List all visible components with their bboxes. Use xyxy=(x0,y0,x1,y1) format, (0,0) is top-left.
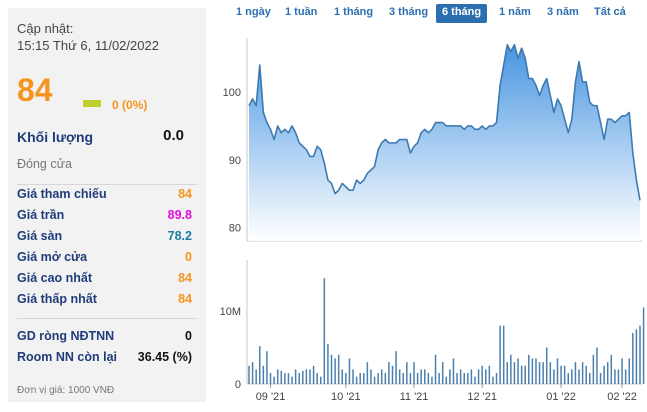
divider xyxy=(17,318,197,319)
tab-6-months[interactable]: 6 tháng xyxy=(436,4,488,23)
row-low-price: Giá thấp nhất 84 xyxy=(17,292,192,310)
row-value: 0 xyxy=(185,250,192,264)
price-tick-label: 100 xyxy=(223,87,241,99)
price-volume-chart: 80 90 100 0 10M 09 '21 10 '21 11 '21 12 '21 01 … xyxy=(220,38,645,403)
row-foreign-net: GD ròng NĐTNN 0 xyxy=(17,329,192,347)
row-label: Room NN còn lại xyxy=(17,350,118,364)
row-label: Giá tham chiếu xyxy=(17,187,107,201)
price-change: 0 (0%) xyxy=(112,98,148,112)
x-axis: 09 '21 10 '21 11 '21 12 '21 01 '22 02 '22 xyxy=(256,384,637,403)
row-label: Giá sàn xyxy=(17,229,63,243)
x-tick-label: 02 '22 xyxy=(607,391,637,403)
x-tick-label: 10 '21 xyxy=(331,391,361,403)
row-ceiling-price: Giá trần 89.8 xyxy=(17,208,192,226)
price-tick-label: 90 xyxy=(229,155,241,167)
row-foreign-room: Room NN còn lại 36.45 (%) xyxy=(17,350,192,368)
tab-1-month[interactable]: 1 tháng xyxy=(334,6,374,18)
market-status: Đóng cửa xyxy=(17,157,72,171)
change-bar-icon xyxy=(83,100,101,107)
divider xyxy=(17,184,197,185)
row-reference-price: Giá tham chiếu 84 xyxy=(17,187,192,205)
price-unit-note: Đơn vị giá: 1000 VNĐ xyxy=(17,385,115,396)
volume-tick-label: 10M xyxy=(220,306,241,318)
x-tick-label: 12 '21 xyxy=(467,391,497,403)
price-area xyxy=(249,44,640,241)
row-high-price: Giá cao nhất 84 xyxy=(17,271,192,289)
row-label: Giá trần xyxy=(17,208,65,222)
row-value: 84 xyxy=(178,292,192,306)
row-open-price: Giá mở cửa 0 xyxy=(17,250,192,268)
x-tick-label: 01 '22 xyxy=(546,391,576,403)
x-tick-label: 09 '21 xyxy=(256,391,286,403)
volume-label: Khối lượng xyxy=(17,129,94,145)
row-label: Giá cao nhất xyxy=(17,271,93,285)
current-price: 84 xyxy=(17,72,53,108)
price-panel: 80 90 100 xyxy=(223,38,642,242)
x-tick-label: 11 '21 xyxy=(400,391,429,403)
row-value: 36.45 (%) xyxy=(137,350,192,364)
tab-1-week[interactable]: 1 tuần xyxy=(285,6,318,18)
row-value: 84 xyxy=(178,187,192,201)
price-tick-label: 80 xyxy=(229,222,241,234)
row-label: Giá mở cửa xyxy=(17,250,88,264)
tab-1-year[interactable]: 1 năm xyxy=(499,6,531,18)
row-value: 84 xyxy=(178,271,192,285)
tab-3-years[interactable]: 3 năm xyxy=(547,6,579,18)
stock-info-panel: Cập nhật: 15:15 Thứ 6, 11/02/2022 84 0 (… xyxy=(8,8,206,402)
update-label: Cập nhật: xyxy=(17,21,74,36)
volume-tick-label: 0 xyxy=(235,379,241,391)
row-value: 0 xyxy=(185,329,192,343)
tab-1-day[interactable]: 1 ngày xyxy=(236,6,271,18)
volume-panel: 0 10M xyxy=(220,260,645,391)
volume-value: 0.0 xyxy=(163,127,184,144)
row-value: 89.8 xyxy=(167,208,192,222)
tab-all[interactable]: Tất cả xyxy=(594,6,626,18)
update-time: 15:15 Thứ 6, 11/02/2022 xyxy=(17,38,159,53)
tab-3-months[interactable]: 3 tháng xyxy=(389,6,429,18)
row-floor-price: Giá sàn 78.2 xyxy=(17,229,192,247)
price-line xyxy=(248,43,641,201)
row-value: 78.2 xyxy=(167,229,192,243)
row-label: GD ròng NĐTNN xyxy=(17,329,115,343)
row-label: Giá thấp nhất xyxy=(17,292,97,306)
